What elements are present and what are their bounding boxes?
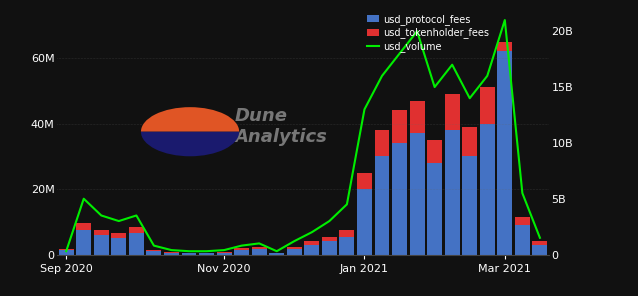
Bar: [59, 249, 73, 250]
Bar: [322, 242, 337, 255]
Bar: [375, 156, 389, 255]
usd_volume: [238, 244, 246, 247]
Bar: [427, 163, 442, 255]
usd_volume: [185, 250, 193, 253]
Bar: [287, 247, 302, 249]
usd_volume: [150, 244, 158, 247]
Bar: [533, 242, 547, 245]
Legend: usd_protocol_fees, usd_tokenholder_fees, usd_volume: usd_protocol_fees, usd_tokenholder_fees,…: [367, 14, 489, 52]
Bar: [480, 123, 494, 255]
Bar: [164, 252, 179, 253]
Bar: [445, 130, 459, 255]
Bar: [410, 133, 424, 255]
usd_volume: [63, 250, 70, 253]
Bar: [375, 130, 389, 156]
Bar: [147, 251, 161, 255]
Bar: [515, 217, 530, 225]
usd_volume: [290, 239, 298, 243]
Wedge shape: [141, 132, 239, 156]
Bar: [234, 250, 249, 255]
usd_volume: [308, 231, 316, 234]
Bar: [392, 110, 407, 143]
Bar: [94, 235, 108, 255]
Bar: [322, 237, 337, 242]
Bar: [147, 250, 161, 251]
Bar: [480, 88, 494, 123]
Bar: [463, 156, 477, 255]
usd_volume: [396, 52, 403, 55]
Text: Dune
Analytics: Dune Analytics: [234, 107, 327, 146]
usd_volume: [80, 197, 87, 200]
Bar: [339, 237, 354, 255]
Bar: [463, 127, 477, 156]
Bar: [392, 143, 407, 255]
usd_volume: [115, 219, 122, 223]
usd_volume: [501, 18, 508, 22]
usd_volume: [220, 248, 228, 252]
Bar: [217, 252, 232, 255]
Bar: [269, 253, 284, 255]
Bar: [339, 230, 354, 237]
Bar: [59, 250, 73, 255]
Bar: [199, 253, 214, 255]
Bar: [304, 242, 319, 245]
Line: usd_volume: usd_volume: [66, 20, 540, 251]
Bar: [234, 248, 249, 250]
usd_volume: [466, 96, 473, 100]
usd_volume: [413, 29, 421, 33]
Bar: [182, 253, 197, 255]
usd_volume: [133, 214, 140, 217]
Bar: [515, 225, 530, 255]
Bar: [427, 140, 442, 163]
Bar: [357, 189, 372, 255]
usd_volume: [519, 191, 526, 195]
Bar: [77, 223, 91, 230]
usd_volume: [378, 74, 386, 78]
usd_volume: [325, 219, 333, 223]
Wedge shape: [141, 107, 239, 132]
usd_volume: [203, 250, 211, 253]
Bar: [304, 245, 319, 255]
Bar: [77, 230, 91, 255]
Bar: [445, 94, 459, 130]
Bar: [112, 238, 126, 255]
usd_volume: [484, 74, 491, 78]
Bar: [252, 247, 267, 249]
Bar: [252, 249, 267, 255]
usd_volume: [168, 248, 175, 252]
Bar: [94, 230, 108, 235]
Bar: [498, 42, 512, 52]
Bar: [498, 52, 512, 255]
usd_volume: [449, 63, 456, 67]
usd_volume: [343, 202, 351, 206]
usd_volume: [98, 214, 105, 217]
Bar: [129, 233, 144, 255]
Bar: [164, 253, 179, 255]
Bar: [533, 245, 547, 255]
Bar: [357, 173, 372, 189]
Bar: [287, 249, 302, 255]
usd_volume: [431, 85, 438, 89]
Bar: [112, 233, 126, 238]
usd_volume: [360, 108, 368, 111]
usd_volume: [255, 242, 263, 245]
usd_volume: [536, 236, 544, 239]
Bar: [129, 227, 144, 233]
usd_volume: [273, 250, 281, 253]
Bar: [410, 101, 424, 133]
